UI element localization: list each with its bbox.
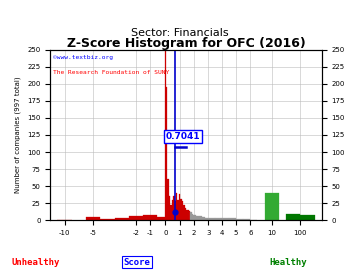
Bar [207,218,215,220]
Bar [180,198,182,220]
Bar [172,200,173,220]
Bar [196,216,197,220]
Bar [215,218,222,220]
Bar [192,214,193,220]
Bar [185,208,186,220]
Bar [179,194,180,220]
Bar [193,215,195,220]
Bar [190,212,192,220]
Text: ©www.textbiz.org: ©www.textbiz.org [53,55,113,60]
Text: Healthy: Healthy [269,258,307,266]
Bar [199,216,200,220]
Bar [222,218,229,220]
Bar [176,193,177,220]
Bar [173,197,175,220]
Bar [203,217,204,220]
Bar [166,87,167,220]
Bar [200,216,202,220]
Bar [170,205,172,220]
Bar [175,201,176,220]
Bar [129,216,143,220]
Text: 0.7041: 0.7041 [165,132,200,141]
Bar [182,201,183,220]
Bar [202,217,203,220]
Bar [300,215,315,220]
Text: Unhealthy: Unhealthy [12,258,60,266]
Bar [169,197,170,220]
Bar [204,218,206,220]
Bar [229,218,236,220]
Bar [236,219,243,220]
Bar [186,210,188,220]
Bar [183,205,185,220]
Bar [265,193,279,220]
Bar [177,200,179,220]
Bar [157,217,165,220]
Bar [243,219,250,220]
Bar [286,214,300,220]
Bar [188,210,189,220]
Text: Score: Score [123,258,150,266]
Bar [86,217,100,220]
Y-axis label: Number of companies (997 total): Number of companies (997 total) [15,77,22,193]
Bar [195,215,196,220]
Bar [100,219,114,220]
Bar [165,51,166,220]
Text: The Research Foundation of SUNY: The Research Foundation of SUNY [53,70,169,75]
Bar [197,216,199,220]
Bar [189,211,190,220]
Bar [206,218,207,220]
Bar [143,215,157,220]
Title: Z-Score Histogram for OFC (2016): Z-Score Histogram for OFC (2016) [67,37,305,50]
Bar [114,218,129,220]
Bar [167,179,169,220]
Text: Sector: Financials: Sector: Financials [131,28,229,38]
